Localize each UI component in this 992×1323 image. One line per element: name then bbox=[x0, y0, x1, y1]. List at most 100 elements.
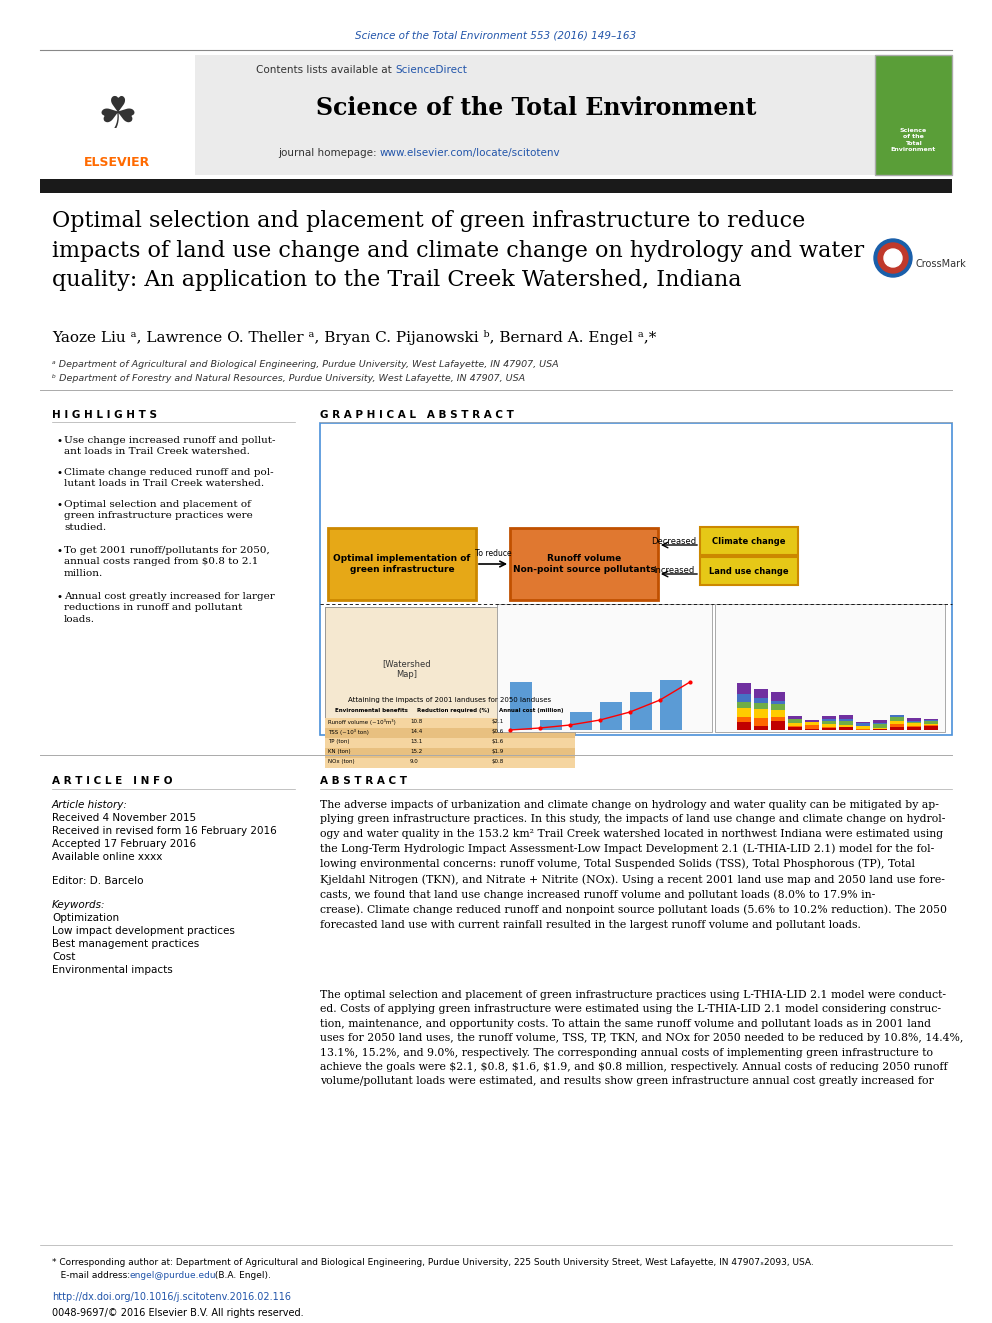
Text: Article history:: Article history: bbox=[52, 800, 128, 810]
Bar bbox=[737, 683, 751, 695]
Text: Climate change: Climate change bbox=[712, 537, 786, 545]
Text: journal homepage:: journal homepage: bbox=[278, 148, 380, 157]
Text: H I G H L I G H T S: H I G H L I G H T S bbox=[52, 410, 157, 419]
Text: •: • bbox=[56, 546, 62, 556]
Text: G R A P H I C A L   A B S T R A C T: G R A P H I C A L A B S T R A C T bbox=[320, 410, 514, 419]
Text: The adverse impacts of urbanization and climate change on hydrology and water qu: The adverse impacts of urbanization and … bbox=[320, 800, 947, 930]
Text: Optimization: Optimization bbox=[52, 913, 119, 923]
Text: ᵃ Department of Agricultural and Biological Engineering, Purdue University, West: ᵃ Department of Agricultural and Biologi… bbox=[52, 360, 558, 369]
Text: Keywords:: Keywords: bbox=[52, 900, 105, 910]
Bar bbox=[890, 721, 904, 724]
Text: Science of the Total Environment: Science of the Total Environment bbox=[315, 97, 756, 120]
Bar bbox=[700, 527, 798, 556]
Text: •: • bbox=[56, 468, 62, 478]
Text: To reduce: To reduce bbox=[475, 549, 511, 558]
Bar bbox=[890, 724, 904, 728]
Bar bbox=[737, 717, 751, 722]
Bar bbox=[754, 703, 768, 709]
Bar bbox=[754, 709, 768, 718]
Text: ELSEVIER: ELSEVIER bbox=[84, 156, 150, 169]
Bar bbox=[737, 722, 751, 730]
Bar bbox=[856, 726, 870, 729]
Bar bbox=[497, 605, 712, 732]
Text: TP (ton): TP (ton) bbox=[328, 740, 349, 744]
Text: A B S T R A C T: A B S T R A C T bbox=[320, 777, 407, 786]
Bar bbox=[822, 716, 836, 718]
Circle shape bbox=[884, 249, 902, 267]
Bar bbox=[700, 557, 798, 585]
Bar bbox=[325, 718, 575, 728]
Text: ᵇ Department of Forestry and Natural Resources, Purdue University, West Lafayett: ᵇ Department of Forestry and Natural Res… bbox=[52, 374, 525, 382]
Text: Optimal implementation of
green infrastructure: Optimal implementation of green infrastr… bbox=[333, 553, 470, 574]
Text: Decreased: Decreased bbox=[652, 537, 696, 546]
Text: [Watershed
Map]: [Watershed Map] bbox=[383, 659, 432, 679]
Text: •: • bbox=[56, 591, 62, 602]
Bar bbox=[325, 728, 575, 738]
Bar bbox=[873, 720, 887, 722]
Bar bbox=[771, 692, 785, 701]
Text: Runoff volume
Non-point source pollutants: Runoff volume Non-point source pollutant… bbox=[513, 553, 656, 574]
Bar bbox=[856, 722, 870, 726]
Text: Contents lists available at: Contents lists available at bbox=[256, 65, 395, 75]
Text: engel@purdue.edu: engel@purdue.edu bbox=[130, 1271, 216, 1279]
Text: 14.4: 14.4 bbox=[410, 729, 423, 734]
Bar bbox=[325, 607, 490, 732]
Bar bbox=[805, 720, 819, 722]
Text: 0048-9697/© 2016 Elsevier B.V. All rights reserved.: 0048-9697/© 2016 Elsevier B.V. All right… bbox=[52, 1308, 304, 1318]
Text: E-mail address:: E-mail address: bbox=[52, 1271, 133, 1279]
Bar bbox=[195, 56, 875, 175]
Bar bbox=[839, 725, 853, 728]
Bar bbox=[788, 718, 802, 722]
Text: A R T I C L E   I N F O: A R T I C L E I N F O bbox=[52, 777, 173, 786]
Text: Optimal selection and placement of green infrastructure to reduce
impacts of lan: Optimal selection and placement of green… bbox=[52, 210, 864, 291]
Text: 10.8: 10.8 bbox=[410, 718, 423, 724]
Text: Reduction required (%): Reduction required (%) bbox=[417, 708, 489, 713]
Text: Increased: Increased bbox=[654, 566, 694, 576]
Bar bbox=[737, 703, 751, 708]
Bar bbox=[771, 701, 785, 704]
Text: www.elsevier.com/locate/scitotenv: www.elsevier.com/locate/scitotenv bbox=[380, 148, 560, 157]
Bar bbox=[325, 747, 575, 758]
Text: Environmental benefits: Environmental benefits bbox=[335, 708, 408, 713]
Text: Science of the Total Environment 553 (2016) 149–163: Science of the Total Environment 553 (20… bbox=[355, 30, 637, 40]
Bar bbox=[328, 528, 476, 601]
Text: Land use change: Land use change bbox=[709, 566, 789, 576]
Bar bbox=[907, 718, 921, 721]
Bar bbox=[510, 681, 532, 730]
Text: Received 4 November 2015: Received 4 November 2015 bbox=[52, 814, 196, 823]
Bar bbox=[771, 704, 785, 710]
Text: •: • bbox=[56, 500, 62, 509]
Text: http://dx.doi.org/10.1016/j.scitotenv.2016.02.116: http://dx.doi.org/10.1016/j.scitotenv.20… bbox=[52, 1293, 291, 1302]
Bar bbox=[788, 722, 802, 726]
Bar bbox=[788, 728, 802, 730]
Text: To get 2001 runoff/pollutants for 2050,
annual costs ranged from $0.8 to 2.1
mil: To get 2001 runoff/pollutants for 2050, … bbox=[64, 546, 270, 578]
Bar bbox=[805, 722, 819, 725]
Bar bbox=[325, 738, 575, 747]
Text: Annual cost greatly increased for larger
reductions in runoff and pollutant
load: Annual cost greatly increased for larger… bbox=[64, 591, 275, 624]
Bar bbox=[660, 680, 682, 730]
Text: Yaoze Liu ᵃ, Lawrence O. Theller ᵃ, Bryan C. Pijanowski ᵇ, Bernard A. Engel ᵃ,*: Yaoze Liu ᵃ, Lawrence O. Theller ᵃ, Brya… bbox=[52, 329, 657, 345]
Bar bbox=[839, 721, 853, 725]
Text: Low impact development practices: Low impact development practices bbox=[52, 926, 235, 935]
Bar bbox=[873, 724, 887, 728]
Bar bbox=[325, 607, 575, 736]
Text: •: • bbox=[56, 437, 62, 446]
Bar bbox=[771, 717, 785, 721]
Text: Received in revised form 16 February 2016: Received in revised form 16 February 201… bbox=[52, 826, 277, 836]
Text: Best management practices: Best management practices bbox=[52, 939, 199, 949]
Bar bbox=[907, 728, 921, 730]
Text: Available online xxxx: Available online xxxx bbox=[52, 852, 163, 863]
Bar bbox=[822, 718, 836, 721]
Bar bbox=[875, 56, 952, 175]
Bar bbox=[788, 716, 802, 718]
Bar bbox=[771, 721, 785, 730]
Bar bbox=[600, 703, 622, 730]
Text: Runoff volume (~10³m³): Runoff volume (~10³m³) bbox=[328, 718, 396, 725]
Circle shape bbox=[874, 239, 912, 277]
Bar bbox=[754, 689, 768, 699]
Text: $1.6: $1.6 bbox=[492, 740, 504, 744]
Text: $1.9: $1.9 bbox=[492, 749, 504, 754]
Text: NOx (ton): NOx (ton) bbox=[328, 759, 354, 763]
Text: ☘: ☘ bbox=[97, 94, 137, 136]
Text: KN (ton): KN (ton) bbox=[328, 749, 350, 754]
